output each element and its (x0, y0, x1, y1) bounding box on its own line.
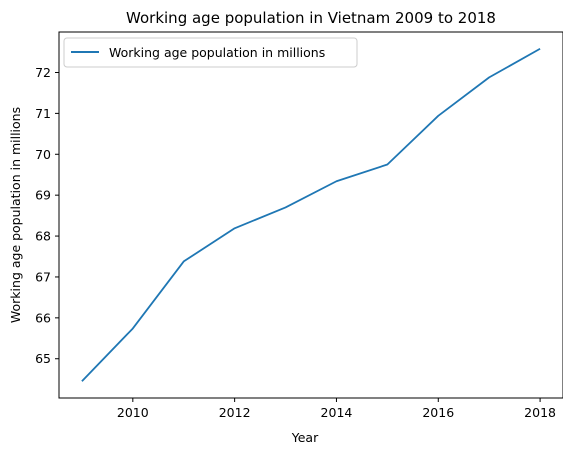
y-tick-label: 68 (35, 229, 51, 244)
y-tick-label: 67 (35, 269, 51, 284)
plot-area: 2010 2012 2014 2016 2018 65 66 67 68 69 70 71 72 (35, 49, 556, 420)
x-tick-label: 2016 (422, 405, 454, 420)
y-tick-label: 66 (35, 310, 51, 325)
legend-label: Working age population in millions (109, 45, 325, 60)
y-tick-label: 71 (35, 106, 51, 121)
chart-title: Working age population in Vietnam 2009 t… (126, 9, 496, 27)
y-axis-label: Working age population in millions (8, 107, 23, 323)
series-line (82, 49, 540, 381)
x-tick-label: 2012 (219, 405, 251, 420)
y-tick-label: 69 (35, 188, 51, 203)
y-tick-label: 70 (35, 147, 51, 162)
x-tick-label: 2014 (321, 405, 353, 420)
y-tick-label: 65 (35, 351, 51, 366)
x-axis-label: Year (291, 430, 319, 445)
x-tick-label: 2010 (117, 405, 149, 420)
plot-frame (59, 32, 563, 398)
x-tick-label: 2018 (524, 405, 556, 420)
legend: Working age population in millions (64, 38, 357, 67)
y-tick-label: 72 (35, 65, 51, 80)
